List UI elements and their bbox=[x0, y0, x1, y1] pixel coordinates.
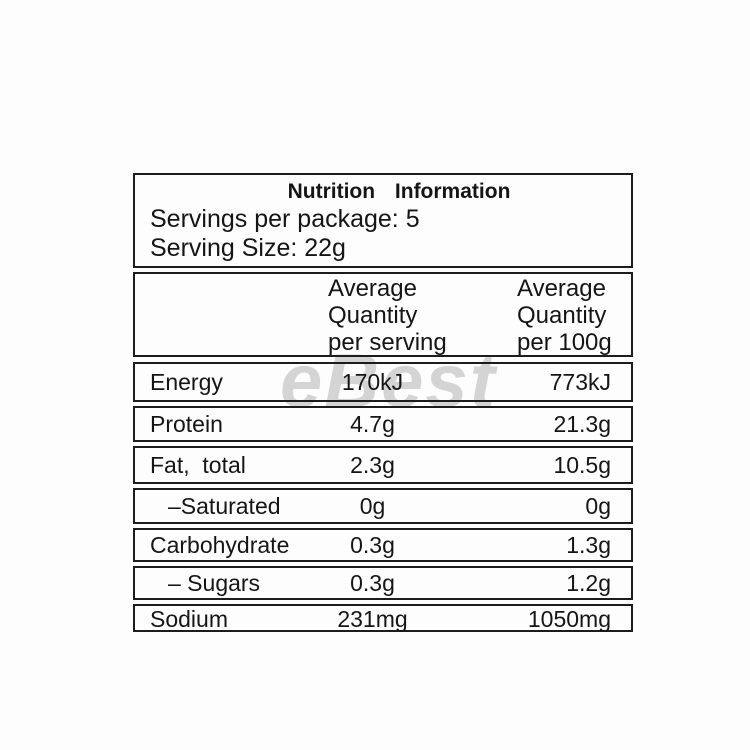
table-row-sodium: Sodium 231mg 1050mg bbox=[133, 604, 633, 632]
value-per-100g: 1050mg bbox=[527, 606, 611, 632]
table-header-section: Nutrition Information Servings per packa… bbox=[133, 173, 633, 268]
nutrient-label: Fat, total bbox=[150, 451, 246, 478]
nutrient-label: –Saturated bbox=[168, 492, 281, 519]
value-per-serving: 4.7g bbox=[350, 410, 395, 437]
watermark-text: eBest bbox=[280, 339, 497, 424]
value-per-serving: 0g bbox=[359, 492, 386, 519]
nutrient-label: Sodium bbox=[150, 606, 228, 632]
table-row-sugars: – Sugars 0.3g 1.2g bbox=[133, 566, 633, 600]
value-per-100g: 773kJ bbox=[549, 368, 611, 395]
nutrition-table: Nutrition Information Servings per packa… bbox=[133, 173, 633, 632]
table-row-energy: Energy 170kJ 773kJ bbox=[133, 362, 633, 402]
nutrient-label: Carbohydrate bbox=[150, 531, 290, 558]
nutrient-label: Energy bbox=[150, 368, 223, 395]
serving-size: Serving Size: 22g bbox=[150, 234, 346, 262]
value-per-100g: 21.3g bbox=[553, 410, 611, 437]
column-headers-section: Average Quantity per serving Average Qua… bbox=[133, 272, 633, 357]
nutrient-label: Protein bbox=[150, 410, 223, 437]
column-header-per-100g: Average Quantity per 100g bbox=[517, 275, 612, 356]
table-title: Nutrition Information bbox=[287, 180, 511, 203]
value-per-serving: 231mg bbox=[337, 606, 408, 632]
value-per-serving: 170kJ bbox=[341, 368, 404, 395]
nutrient-label: – Sugars bbox=[168, 569, 261, 596]
value-per-serving: 2.3g bbox=[350, 451, 395, 478]
table-row-protein: Protein 4.7g 21.3g bbox=[133, 406, 633, 442]
table-row-carbohydrate: Carbohydrate 0.3g 1.3g bbox=[133, 528, 633, 562]
table-row-fat-total: Fat, total 2.3g 10.5g bbox=[133, 446, 633, 484]
value-per-100g: 1.2g bbox=[566, 569, 611, 596]
column-header-per-serving: Average Quantity per serving bbox=[328, 275, 447, 356]
value-per-100g: 0g bbox=[585, 492, 611, 519]
value-per-serving: 0.3g bbox=[350, 531, 395, 558]
servings-per-package: Servings per package: 5 bbox=[150, 205, 420, 233]
value-per-serving: 0.3g bbox=[350, 569, 395, 596]
value-per-100g: 10.5g bbox=[553, 451, 611, 478]
value-per-100g: 1.3g bbox=[566, 531, 611, 558]
table-row-saturated: –Saturated 0g 0g bbox=[133, 488, 633, 524]
